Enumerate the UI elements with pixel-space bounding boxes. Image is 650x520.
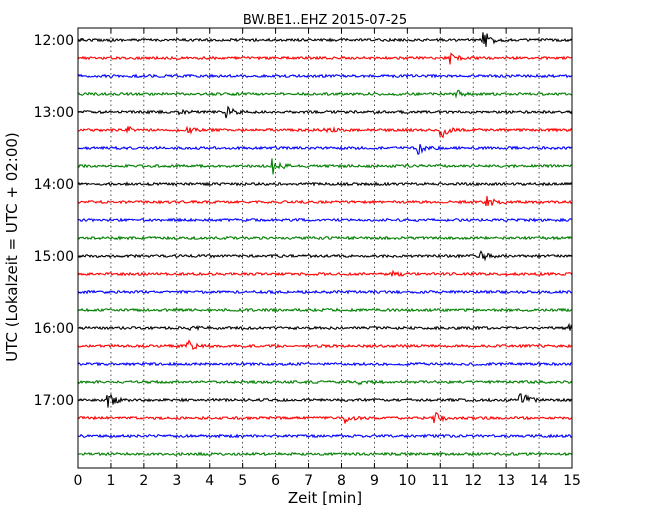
x-tick-label: 8	[337, 473, 346, 489]
axes: 0 1 2 3 4 5 6 7 8 9 10 11 12 13 14 1512:0013:0014:0015:…	[34, 27, 581, 489]
x-tick-label: 10	[398, 473, 416, 489]
y-tick-label: 16:00	[34, 321, 74, 337]
y-tick-label: 12:00	[34, 33, 74, 49]
trace-1300	[77, 105, 573, 119]
trace-1600	[77, 322, 573, 332]
trace-1200	[77, 32, 573, 47]
x-tick-label: 9	[370, 473, 379, 489]
chart-title: BW.BE1..EHZ 2015-07-25	[243, 13, 407, 28]
y-axis-label: UTC (Lokalzeit = UTC + 02:00)	[3, 132, 21, 362]
grid	[110, 28, 540, 468]
trace-1615	[77, 339, 573, 351]
trace-1515	[77, 269, 573, 277]
x-tick-label: 2	[139, 473, 148, 489]
x-tick-label: 3	[172, 473, 181, 489]
y-tick-label: 15:00	[34, 249, 74, 265]
x-tick-label: 6	[271, 473, 280, 489]
trace-1345	[77, 158, 573, 175]
trace-1430	[77, 217, 573, 223]
x-tick-label: 11	[431, 473, 449, 489]
plot-frame	[77, 27, 573, 469]
y-tick-label: 13:00	[34, 105, 74, 121]
trace-1400	[77, 181, 573, 187]
x-tick-label: 15	[563, 473, 581, 489]
x-tick-label: 1	[106, 473, 115, 489]
trace-1630	[77, 361, 573, 367]
trace-1330	[77, 144, 573, 155]
trace-1745	[77, 451, 573, 457]
x-tick-label: 0	[74, 473, 83, 489]
trace-1545	[77, 307, 573, 313]
x-tick-label: 13	[497, 473, 515, 489]
y-tick-label: 17:00	[34, 393, 74, 409]
trace-1645	[77, 379, 573, 386]
trace-1730	[77, 433, 573, 439]
trace-1500	[77, 250, 573, 262]
y-tick-label: 14:00	[34, 177, 74, 193]
trace-1230	[77, 73, 573, 79]
x-axis-label: Zeit [min]	[288, 489, 362, 507]
trace-1415	[77, 195, 573, 207]
x-tick-label: 4	[205, 473, 214, 489]
seismic-traces	[77, 32, 573, 457]
trace-1445	[77, 235, 573, 241]
trace-1715	[77, 411, 573, 424]
trace-1245	[77, 89, 573, 99]
trace-1215	[77, 52, 573, 65]
x-tick-label: 12	[464, 473, 482, 489]
trace-1700	[77, 393, 573, 408]
trace-1530	[77, 289, 573, 295]
x-tick-label: 7	[304, 473, 313, 489]
x-tick-label: 14	[530, 473, 548, 489]
x-tick-label: 5	[238, 473, 247, 489]
trace-1315	[77, 125, 573, 139]
